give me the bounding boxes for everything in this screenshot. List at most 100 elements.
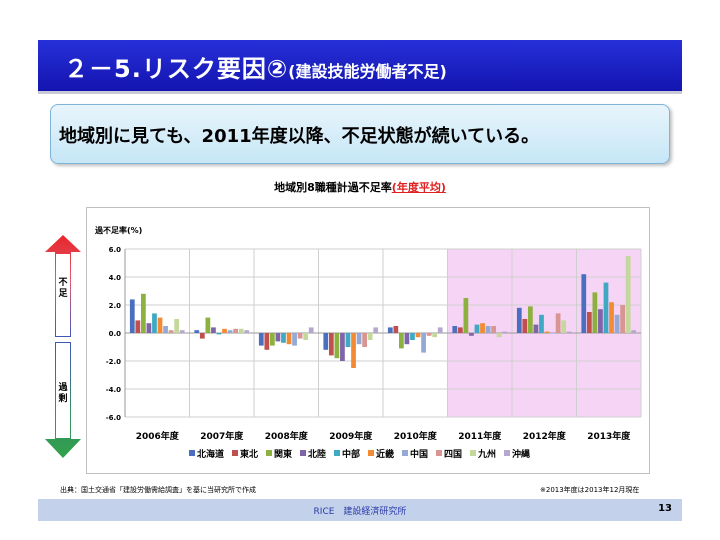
legend-swatch xyxy=(470,450,476,456)
bar-関東 xyxy=(270,333,275,346)
bar-四国 xyxy=(297,333,303,339)
bar-九州 xyxy=(303,333,309,340)
legend-swatch xyxy=(300,450,306,456)
x-tick-label: 2012年度 xyxy=(523,430,567,442)
bar-東北 xyxy=(522,319,528,333)
bar-chart: 6.0 4.0 2.0 0.0 -2.0 -4.0 -6.0 2006年度 2007年度 2008… xyxy=(94,225,642,460)
x-tick-label: 2013年度 xyxy=(587,430,631,442)
down-arrow-icon xyxy=(45,342,81,458)
surplus-label: 過剰 xyxy=(58,383,68,404)
bar-沖縄 xyxy=(244,330,250,333)
bar-関東 xyxy=(528,306,533,333)
bar-近畿 xyxy=(609,302,614,333)
bar-関東 xyxy=(399,333,404,349)
bar-九州 xyxy=(367,333,373,340)
x-tick-label: 2008年度 xyxy=(265,430,309,442)
bar-中部 xyxy=(539,314,544,333)
legend-swatch xyxy=(232,450,238,456)
slide-title-text: ２－5.リスク要因② xyxy=(64,55,289,83)
bar-東北 xyxy=(393,326,399,333)
bar-北海道 xyxy=(581,274,587,333)
legend-swatch xyxy=(334,450,340,456)
y-tick-label: 4.0 xyxy=(109,274,122,282)
bar-四国 xyxy=(620,305,625,333)
bar-近畿 xyxy=(544,331,550,333)
bar-近畿 xyxy=(351,333,356,368)
bar-東北 xyxy=(586,312,592,333)
y-tick-label: 0.0 xyxy=(109,330,122,338)
legend-label: 北海道 xyxy=(197,448,224,460)
bar-東北 xyxy=(328,333,334,356)
bar-九州 xyxy=(174,319,180,333)
y-axis-label: 過不足率(%) xyxy=(94,225,142,235)
bar-九州 xyxy=(561,320,567,333)
bar-中部 xyxy=(216,333,222,335)
x-tick-label: 2007年度 xyxy=(200,430,244,442)
bar-中国 xyxy=(227,330,233,333)
y-tick-label: 2.0 xyxy=(109,302,122,310)
bar-中国 xyxy=(485,326,491,333)
bar-北陸 xyxy=(469,333,474,336)
chart-container: 6.0 4.0 2.0 0.0 -2.0 -4.0 -6.0 2006年度 2007年度 2008… xyxy=(86,207,650,474)
bar-北陸 xyxy=(211,327,216,333)
bar-沖縄 xyxy=(373,327,379,333)
bar-四国 xyxy=(491,326,496,333)
x-tick-label: 2011年度 xyxy=(458,430,502,442)
bar-中部 xyxy=(152,313,157,333)
chart-title-highlight: (年度平均) xyxy=(391,181,446,194)
bar-中国 xyxy=(356,333,362,345)
summary-callout: 地域別に見ても、2011年度以降、不足状態が続いている。 xyxy=(50,104,670,164)
page-number: 13 xyxy=(658,503,672,514)
legend-label: 近畿 xyxy=(376,448,394,460)
legend-swatch xyxy=(402,450,408,456)
legend-swatch xyxy=(436,450,442,456)
bar-北陸 xyxy=(533,324,539,333)
bar-北海道 xyxy=(258,333,264,346)
x-tick-label: 2010年度 xyxy=(394,430,438,442)
legend-label: 中国 xyxy=(410,448,428,460)
legend-swatch xyxy=(368,450,374,456)
bar-四国 xyxy=(362,333,367,347)
bar-中国 xyxy=(292,333,297,346)
bar-東北 xyxy=(199,333,205,339)
bar-九州 xyxy=(496,333,502,338)
y-tick-label: -2.0 xyxy=(106,358,121,366)
legend-swatch xyxy=(266,450,272,456)
legend-label: 関東 xyxy=(274,448,292,460)
bar-沖縄 xyxy=(566,331,572,333)
bar-中部 xyxy=(281,333,286,343)
slide-title-bar: ２－5.リスク要因②(建設技能労働者不足) xyxy=(38,40,682,94)
bar-北海道 xyxy=(194,330,200,333)
bar-北海道 xyxy=(452,326,458,333)
bar-北海道 xyxy=(387,327,393,333)
bar-関東 xyxy=(592,292,598,333)
shortage-arrow: 不足 xyxy=(44,234,82,338)
bar-北海道 xyxy=(323,333,329,350)
bar-北陸 xyxy=(404,333,410,345)
legend-label: 東北 xyxy=(240,448,258,460)
bar-関東 xyxy=(141,293,146,333)
bar-四国 xyxy=(233,328,238,333)
y-tick-label: -4.0 xyxy=(106,386,121,394)
bar-沖縄 xyxy=(437,327,443,333)
legend-label: 沖縄 xyxy=(512,448,530,460)
bar-関東 xyxy=(334,333,340,359)
bar-中国 xyxy=(421,333,426,353)
bar-九州 xyxy=(625,256,631,333)
bar-東北 xyxy=(457,327,463,333)
bar-四国 xyxy=(555,313,561,333)
bar-中部 xyxy=(345,333,351,347)
bar-中部 xyxy=(603,282,609,333)
bar-四国 xyxy=(168,330,174,333)
bar-北海道 xyxy=(129,299,135,333)
bar-中国 xyxy=(163,326,168,333)
bar-沖縄 xyxy=(179,330,185,333)
x-tick-label: 2006年度 xyxy=(136,430,180,442)
bar-九州 xyxy=(238,328,244,333)
legend-swatch xyxy=(504,450,510,456)
legend-label: 四国 xyxy=(444,449,462,460)
bar-九州 xyxy=(432,333,438,338)
bar-近畿 xyxy=(480,323,485,333)
legend-label: 九州 xyxy=(477,448,496,460)
footer-org: RICE 建設経済研究所 xyxy=(313,507,407,517)
